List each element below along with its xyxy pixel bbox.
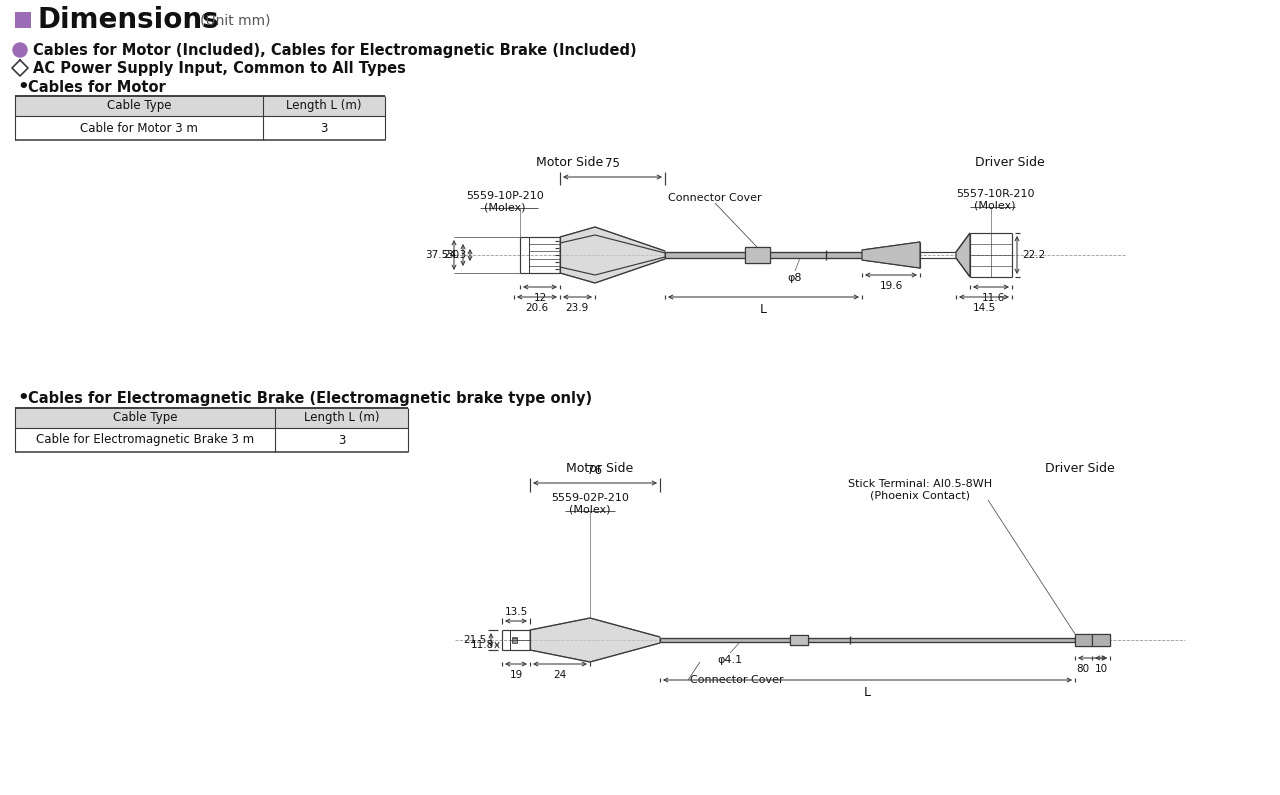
Text: •: • [17,389,28,407]
Text: AC Power Supply Input, Common to All Types: AC Power Supply Input, Common to All Typ… [33,60,406,76]
Text: Connector Cover: Connector Cover [668,193,762,203]
Text: (Unit mm): (Unit mm) [200,13,270,27]
Text: 37.5: 37.5 [425,250,448,260]
Polygon shape [660,638,1075,642]
Text: 3: 3 [320,122,328,134]
Polygon shape [861,242,920,268]
Text: 24.3: 24.3 [444,250,467,260]
Text: Connector Cover: Connector Cover [690,675,783,685]
Text: 5557-10R-210
(Molex): 5557-10R-210 (Molex) [956,189,1034,211]
Circle shape [13,43,27,57]
Polygon shape [561,227,666,283]
Polygon shape [1075,634,1092,646]
Text: Cable for Electromagnetic Brake 3 m: Cable for Electromagnetic Brake 3 m [36,433,253,447]
Text: Cables for Electromagnetic Brake (Electromagnetic brake type only): Cables for Electromagnetic Brake (Electr… [28,390,593,405]
Text: Length L (m): Length L (m) [303,412,379,425]
Bar [15,408,408,428]
Text: 23.9: 23.9 [566,303,589,313]
Polygon shape [956,233,970,277]
Text: 13.5: 13.5 [504,607,527,617]
Text: 19: 19 [509,670,522,680]
Text: 10: 10 [1094,664,1107,674]
Text: Driver Side: Driver Side [1046,462,1115,475]
Text: 30: 30 [445,250,460,260]
Text: Stick Terminal: AI0.5-8WH
(Phoenix Contact): Stick Terminal: AI0.5-8WH (Phoenix Conta… [847,479,992,501]
Polygon shape [530,618,660,662]
Text: 20.6: 20.6 [525,303,549,313]
Text: φ8: φ8 [787,273,803,283]
Polygon shape [790,635,808,645]
Text: 75: 75 [604,157,620,170]
Text: •: • [17,78,28,96]
Text: L: L [759,303,767,316]
Text: L: L [864,686,870,699]
Text: 21.5: 21.5 [463,635,486,645]
Bar [15,12,31,28]
Text: 11.8: 11.8 [471,640,494,650]
Text: φ4.1: φ4.1 [717,655,742,665]
Text: 76: 76 [588,464,603,477]
Bar [15,96,385,116]
Text: 80: 80 [1076,664,1089,674]
Bar [512,637,517,642]
Text: Dimensions: Dimensions [37,6,219,34]
Text: 11.6: 11.6 [982,293,1005,303]
Text: Cables for Motor (Included), Cables for Electromagnetic Brake (Included): Cables for Motor (Included), Cables for … [33,42,636,57]
Text: 12: 12 [534,293,547,303]
Text: Cable Type: Cable Type [106,99,172,113]
Text: 22.2: 22.2 [1021,250,1046,260]
Text: Length L (m): Length L (m) [287,99,362,113]
Text: 19.6: 19.6 [879,281,902,291]
Text: 24: 24 [553,670,567,680]
Polygon shape [1092,634,1110,646]
Text: Cable for Motor 3 m: Cable for Motor 3 m [81,122,198,134]
Text: Driver Side: Driver Side [975,156,1044,169]
Text: Cable Type: Cable Type [113,412,177,425]
Text: Motor Side: Motor Side [536,156,604,169]
Text: 14.5: 14.5 [973,303,996,313]
Text: 5559-10P-210
(Molex): 5559-10P-210 (Molex) [466,192,544,213]
Text: Cables for Motor: Cables for Motor [28,80,165,95]
Text: 5559-02P-210
(Molex): 5559-02P-210 (Molex) [552,493,628,515]
Polygon shape [745,247,771,263]
Bar [512,638,517,643]
Polygon shape [666,252,861,258]
Text: Motor Side: Motor Side [566,462,634,475]
Text: 3: 3 [338,433,346,447]
